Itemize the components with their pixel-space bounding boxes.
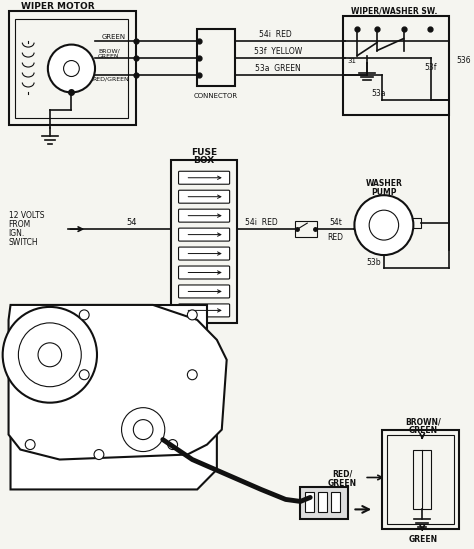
Bar: [331, 492, 340, 512]
FancyBboxPatch shape: [179, 190, 229, 203]
Circle shape: [18, 323, 81, 386]
Text: 53a: 53a: [372, 89, 386, 98]
Bar: [295, 221, 317, 237]
Bar: [387, 435, 454, 524]
Text: RED: RED: [328, 233, 344, 242]
Text: 54t: 54t: [329, 217, 342, 227]
Bar: [16, 19, 128, 119]
FancyBboxPatch shape: [179, 304, 229, 317]
Bar: [89, 325, 187, 370]
Circle shape: [187, 370, 197, 380]
Text: WIPER MOTOR: WIPER MOTOR: [21, 2, 94, 11]
Text: CONNECTOR: CONNECTOR: [194, 93, 238, 99]
Bar: [343, 16, 449, 115]
Circle shape: [133, 419, 153, 440]
FancyBboxPatch shape: [179, 266, 229, 279]
Circle shape: [187, 310, 197, 320]
Circle shape: [79, 310, 89, 320]
Text: BROW/: BROW/: [98, 48, 119, 53]
Text: RED/GREEN: RED/GREEN: [92, 77, 129, 82]
Bar: [70, 305, 207, 385]
Text: GREEN: GREEN: [409, 426, 438, 435]
Circle shape: [369, 210, 399, 240]
Polygon shape: [9, 305, 227, 460]
Text: GREEN: GREEN: [101, 33, 126, 40]
Text: 53f  YELLOW: 53f YELLOW: [254, 47, 302, 56]
Text: 54i  RED: 54i RED: [259, 30, 292, 39]
Text: SWITCH: SWITCH: [9, 238, 38, 247]
Bar: [318, 492, 327, 512]
Text: FUSE: FUSE: [191, 148, 217, 157]
Text: BROWN/: BROWN/: [405, 417, 441, 426]
Text: WIPER/WASHER SW.: WIPER/WASHER SW.: [351, 6, 437, 15]
Text: FROM: FROM: [9, 220, 31, 228]
Circle shape: [38, 343, 62, 367]
Bar: [171, 160, 237, 323]
Circle shape: [64, 60, 79, 76]
Text: GREEN: GREEN: [98, 54, 119, 59]
Text: BOX: BOX: [193, 156, 215, 165]
Circle shape: [3, 307, 97, 402]
FancyBboxPatch shape: [179, 171, 229, 184]
Text: 31: 31: [347, 58, 356, 64]
Bar: [382, 430, 458, 529]
Circle shape: [48, 44, 95, 92]
Text: PUMP: PUMP: [371, 188, 397, 197]
FancyBboxPatch shape: [179, 285, 229, 298]
Bar: [413, 450, 431, 509]
FancyBboxPatch shape: [179, 228, 229, 241]
Circle shape: [79, 370, 89, 380]
Circle shape: [25, 440, 35, 450]
Bar: [301, 488, 347, 519]
FancyBboxPatch shape: [179, 209, 229, 222]
Text: 53f: 53f: [425, 63, 438, 72]
Circle shape: [168, 440, 178, 450]
Text: 54: 54: [126, 217, 137, 227]
Text: 54i  RED: 54i RED: [245, 217, 277, 227]
Text: 536: 536: [456, 56, 471, 65]
Text: 53a  GREEN: 53a GREEN: [255, 64, 301, 73]
Text: 53b: 53b: [367, 257, 382, 266]
FancyBboxPatch shape: [179, 247, 229, 260]
Text: RED/: RED/: [332, 470, 353, 479]
Circle shape: [121, 408, 165, 451]
Text: IGN.: IGN.: [9, 228, 25, 238]
Bar: [403, 218, 421, 228]
Text: 12 VOLTS: 12 VOLTS: [9, 211, 44, 220]
Text: WASHER: WASHER: [365, 179, 402, 188]
Bar: [9, 10, 137, 125]
Bar: [197, 29, 235, 87]
Bar: [305, 492, 314, 512]
Polygon shape: [10, 380, 217, 490]
Text: GREEN: GREEN: [328, 479, 357, 488]
Circle shape: [94, 450, 104, 460]
Text: GREEN: GREEN: [409, 535, 438, 544]
Circle shape: [355, 195, 413, 255]
